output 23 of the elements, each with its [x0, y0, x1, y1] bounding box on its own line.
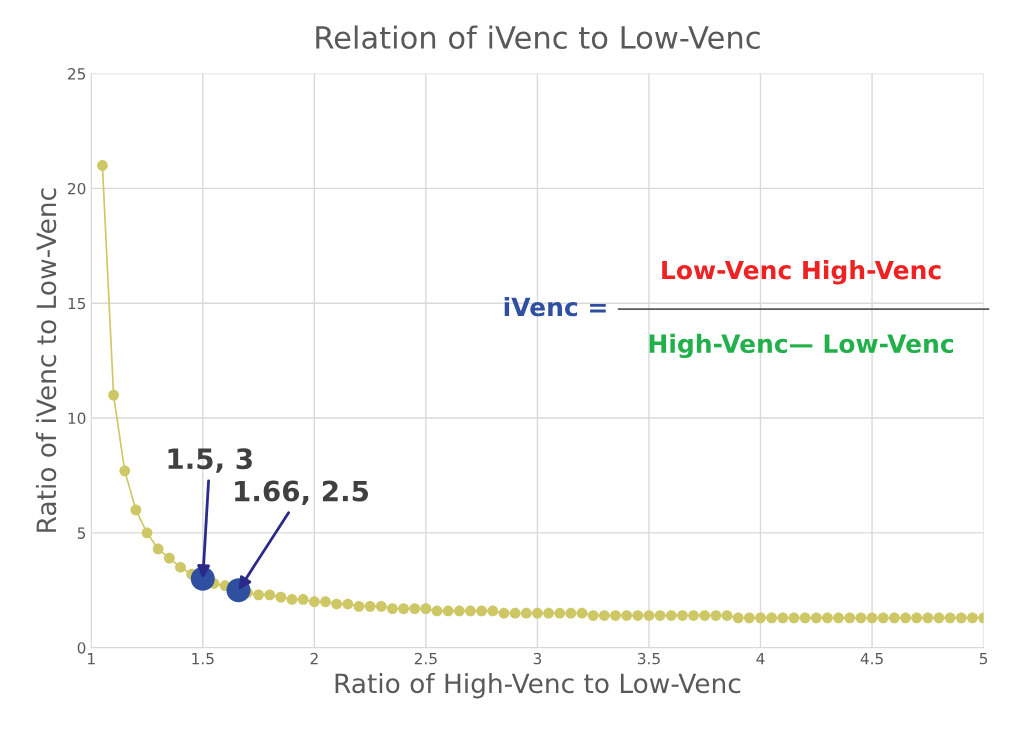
- x-tick-label: 3.5: [637, 652, 660, 665]
- annotation: Low-Venc High-Venc: [662, 260, 941, 285]
- x-tick-label: 3: [533, 652, 542, 665]
- y-axis-title: Ratio of iVenc to Low-Venc: [35, 188, 57, 532]
- x-tick-label: 1.5: [192, 653, 214, 665]
- x-tick-label: 2.5: [414, 652, 437, 665]
- y-tick-label: 10: [68, 412, 86, 425]
- y-tick-label: 25: [68, 68, 86, 80]
- x-axis-title: Ratio of High-Venc to Low-Venc: [335, 672, 741, 699]
- annotation: High-Venc— Low-Venc: [649, 333, 954, 359]
- y-tick-label: 20: [68, 182, 86, 195]
- x-tick-label: 2: [310, 652, 318, 665]
- y-tick-label: 15: [68, 297, 86, 310]
- annotation: 1.5, 3: [168, 448, 252, 473]
- x-tick-label: 4.5: [860, 653, 883, 665]
- x-tick-label: 1: [88, 653, 95, 665]
- annotation: iVenc =: [504, 297, 606, 317]
- x-tick-label: 5: [979, 653, 988, 665]
- x-tick-label: 4: [756, 653, 765, 665]
- y-tick-label: 5: [77, 527, 86, 539]
- chart-title: Relation of iVenc to Low-Venc: [316, 25, 760, 50]
- annotation: 1.66, 2.5: [235, 480, 369, 506]
- y-tick-label: 0: [77, 642, 86, 654]
